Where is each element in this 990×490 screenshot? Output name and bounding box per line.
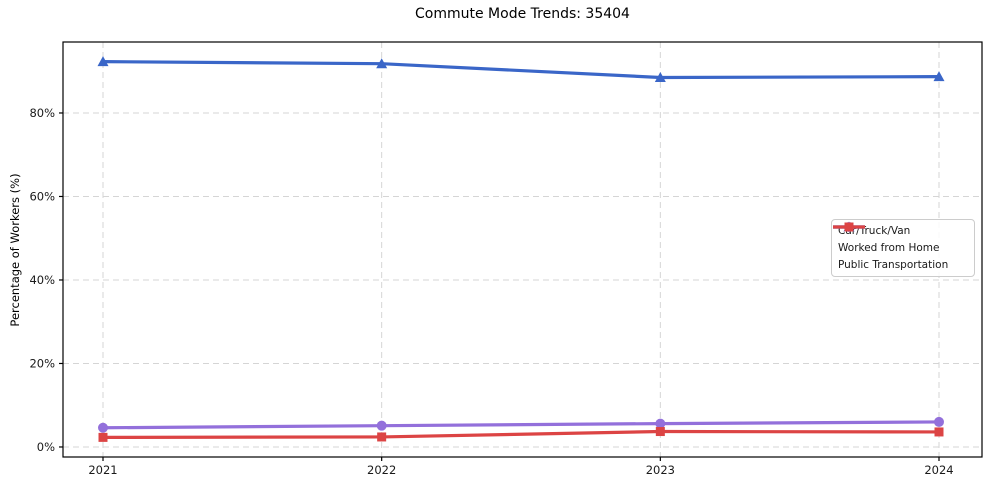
- x-tick-label: 2023: [646, 463, 675, 477]
- y-tick-label: 60%: [29, 189, 55, 203]
- chart-title: Commute Mode Trends: 35404: [415, 6, 630, 22]
- legend: Car/Truck/Van Worked from Home Public Tran…: [831, 219, 975, 277]
- series-public-transportation-marker: [377, 432, 387, 442]
- gridlines: [63, 42, 982, 457]
- y-tick-label: 40%: [29, 273, 55, 287]
- y-tick-label: 80%: [29, 106, 55, 120]
- series-worked-from-home-marker: [376, 420, 387, 431]
- x-tick-label: 2022: [367, 463, 396, 477]
- series-car-truck-van-line: [101, 60, 941, 80]
- y-tick-label: 20%: [29, 356, 55, 370]
- series-public-transportation-marker: [934, 427, 944, 437]
- legend-label: Worked from Home: [838, 242, 940, 254]
- series-worked-from-home-marker: [655, 418, 666, 429]
- legend-item-worked-from-home: Worked from Home: [833, 222, 968, 256]
- legend-label: Public Transportation: [838, 259, 949, 271]
- series-worked-from-home: [98, 416, 944, 433]
- series-car-truck-van-marker: [654, 71, 666, 82]
- x-tick-label: 2021: [88, 463, 117, 477]
- series-public-transportation: [98, 427, 944, 442]
- legend-item-public-transportation: Public Transportation: [833, 222, 968, 273]
- x-tick-label: 2024: [924, 463, 953, 477]
- y-axis-ticks: 0% 20% 40% 60% 80%: [29, 106, 63, 454]
- series-public-transportation-line: [101, 429, 941, 439]
- series-public-transportation-marker: [98, 432, 108, 442]
- legend-marker-icon: [844, 222, 854, 232]
- series-car-truck-van: [97, 56, 945, 82]
- series-car-truck-van-marker: [376, 58, 388, 69]
- legend-square-sample-icon: [833, 222, 865, 232]
- series-worked-from-home-line: [101, 420, 941, 430]
- series-public-transportation-marker: [655, 427, 665, 437]
- series-worked-from-home-marker: [934, 416, 944, 427]
- series-worked-from-home-marker: [98, 422, 108, 433]
- axes-frame: [62, 41, 983, 458]
- x-axis-ticks: 2021 2022 2023 2024: [88, 457, 954, 477]
- series-car-truck-van-marker: [97, 56, 109, 67]
- y-tick-label: 0%: [37, 440, 55, 454]
- series-car-truck-van-marker: [933, 71, 945, 82]
